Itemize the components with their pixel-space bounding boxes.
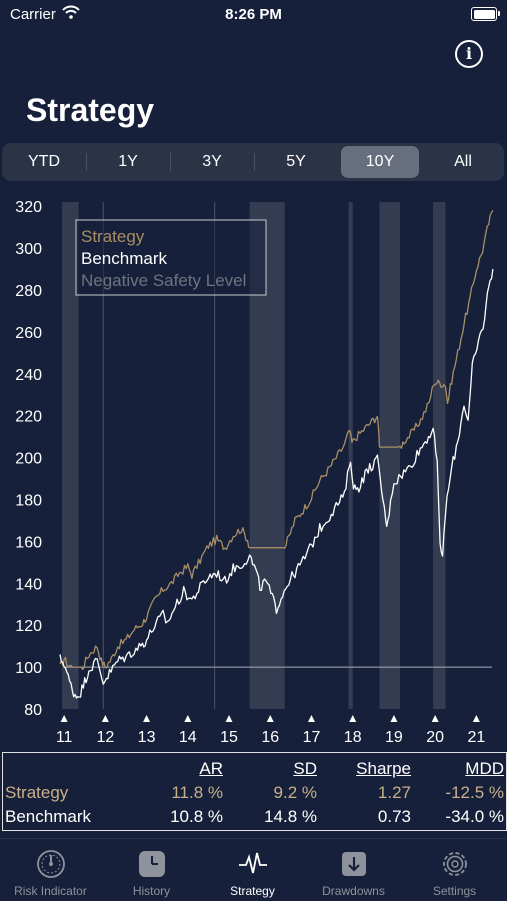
period-selector: YTD 1Y 3Y 5Y 10Y All bbox=[2, 143, 504, 181]
x-tick-marker-2018 bbox=[349, 715, 357, 722]
period-1y[interactable]: 1Y bbox=[118, 153, 138, 170]
tab-label: Drawdowns bbox=[322, 884, 385, 898]
x-tick-label-2016: 16 bbox=[261, 729, 279, 745]
series-line-strategy bbox=[59, 210, 494, 671]
y-tick-label-200: 200 bbox=[15, 451, 42, 468]
tab-label: Risk Indicator bbox=[14, 884, 87, 898]
x-tick-label-2018: 18 bbox=[344, 729, 362, 745]
battery-icon bbox=[471, 7, 500, 21]
x-tick-label-2021: 21 bbox=[467, 729, 485, 745]
negative-safety-band-4 bbox=[433, 202, 446, 709]
y-tick-label-260: 260 bbox=[15, 325, 42, 342]
legend-entry-1: Benchmark bbox=[81, 249, 167, 268]
clock-icon bbox=[139, 851, 165, 877]
x-tick-marker-2011 bbox=[60, 715, 68, 722]
x-tick-label-2019: 19 bbox=[385, 729, 403, 745]
row-benchmark-label: Benchmark bbox=[5, 807, 91, 826]
y-tick-label-220: 220 bbox=[15, 409, 42, 426]
x-tick-marker-2013 bbox=[143, 715, 151, 722]
wifi-icon bbox=[62, 5, 80, 19]
x-tick-marker-2015 bbox=[225, 715, 233, 722]
period-5y[interactable]: 5Y bbox=[286, 153, 306, 170]
status-bar: Carrier 8:26 PM bbox=[0, 0, 507, 30]
page-title: Strategy bbox=[26, 92, 155, 128]
header-ar: AR bbox=[199, 759, 223, 778]
tab-drawdowns[interactable]: Drawdowns bbox=[303, 839, 404, 901]
period-all[interactable]: All bbox=[454, 153, 472, 170]
benchmark-mdd: -34.0 % bbox=[445, 807, 504, 826]
x-tick-marker-2012 bbox=[101, 715, 109, 722]
tab-settings[interactable]: Settings bbox=[404, 839, 505, 901]
y-tick-label-120: 120 bbox=[15, 618, 42, 635]
strategy-sd: 9.2 % bbox=[273, 783, 317, 802]
x-tick-label-2012: 12 bbox=[96, 729, 114, 745]
tab-label: Strategy bbox=[230, 884, 275, 898]
x-tick-marker-2016 bbox=[266, 715, 274, 722]
tab-history[interactable]: History bbox=[101, 839, 202, 901]
legend-box bbox=[75, 219, 267, 296]
benchmark-sharpe: 0.73 bbox=[377, 807, 411, 826]
y-tick-label-80: 80 bbox=[24, 702, 42, 719]
arrow-down-square-icon bbox=[342, 852, 366, 876]
y-tick-label-320: 320 bbox=[15, 199, 42, 216]
period-ytd[interactable]: YTD bbox=[28, 153, 60, 170]
x-tick-label-2011: 11 bbox=[56, 729, 73, 745]
x-tick-marker-2019 bbox=[390, 715, 398, 722]
y-tick-label-180: 180 bbox=[15, 492, 42, 509]
strategy-ar: 11.8 % bbox=[171, 783, 223, 802]
x-tick-marker-2017 bbox=[307, 715, 315, 722]
y-tick-label-300: 300 bbox=[15, 241, 42, 258]
tab-bar: Risk Indicator History Strategy Drawdown… bbox=[0, 838, 507, 901]
y-tick-label-160: 160 bbox=[15, 534, 42, 551]
y-tick-label-240: 240 bbox=[15, 367, 42, 384]
x-tick-marker-2021 bbox=[472, 715, 480, 722]
strategy-chart: 80 100 120 140 160 180 200 220 240 260 280 300 320 11… bbox=[15, 199, 494, 745]
header-sharpe: Sharpe bbox=[356, 759, 411, 778]
benchmark-ar: 10.8 % bbox=[170, 807, 223, 826]
y-tick-label-280: 280 bbox=[15, 283, 42, 300]
gauge-icon bbox=[37, 850, 65, 878]
status-time: 8:26 PM bbox=[225, 6, 282, 23]
negative-safety-band-0 bbox=[62, 202, 79, 709]
strategy-mdd: -12.5 % bbox=[445, 783, 504, 802]
period-10y[interactable]: 10Y bbox=[341, 146, 419, 178]
tab-label: Settings bbox=[432, 884, 477, 898]
negative-safety-band-3 bbox=[379, 202, 401, 709]
negative-safety-band-2 bbox=[348, 202, 353, 709]
x-tick-label-2020: 20 bbox=[426, 729, 444, 745]
tab-strategy[interactable]: Strategy bbox=[202, 839, 303, 901]
header-mdd: MDD bbox=[465, 759, 504, 778]
y-tick-label-100: 100 bbox=[15, 660, 42, 677]
x-tick-label-2017: 17 bbox=[303, 729, 321, 745]
row-strategy-label: Strategy bbox=[5, 783, 69, 802]
carrier-label: Carrier bbox=[10, 6, 56, 23]
stats-table: AR SD Sharpe MDD Strategy 11.8 % 9.2 % 1… bbox=[2, 752, 507, 831]
x-tick-label-2013: 13 bbox=[138, 729, 156, 745]
x-tick-label-2014: 14 bbox=[179, 729, 197, 745]
x-tick-marker-2020 bbox=[431, 715, 439, 722]
series-line-benchmark bbox=[59, 268, 494, 699]
legend-entry-0: Strategy bbox=[81, 227, 145, 246]
tab-risk-indicator[interactable]: Risk Indicator bbox=[0, 839, 101, 901]
x-tick-marker-2014 bbox=[184, 715, 192, 722]
header-sd: SD bbox=[293, 759, 317, 778]
pulse-icon bbox=[239, 852, 267, 874]
gear-icon bbox=[443, 852, 467, 876]
info-button[interactable]: i bbox=[455, 40, 483, 68]
x-tick-label-2015: 15 bbox=[220, 729, 238, 745]
strategy-sharpe: 1.27 bbox=[377, 783, 411, 802]
legend-entry-2: Negative Safety Level bbox=[81, 271, 246, 290]
benchmark-sd: 14.8 % bbox=[264, 807, 317, 826]
tab-label: History bbox=[132, 884, 171, 898]
period-3y[interactable]: 3Y bbox=[202, 153, 222, 170]
info-circle-icon: i bbox=[465, 44, 473, 63]
y-tick-label-140: 140 bbox=[15, 576, 42, 593]
